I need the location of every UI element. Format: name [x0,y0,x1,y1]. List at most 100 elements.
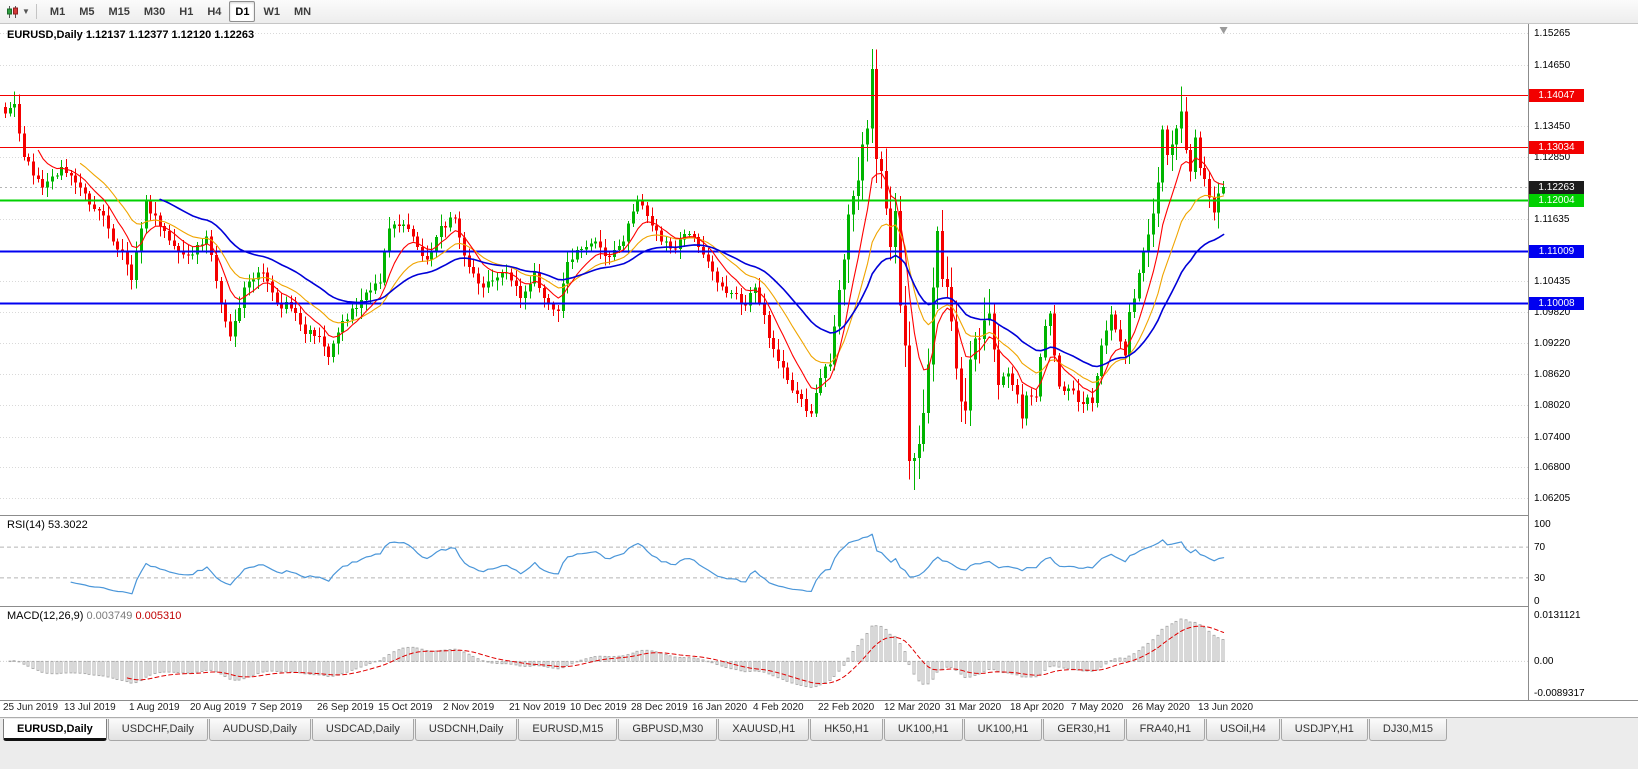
rsi-axis-label: 30 [1534,573,1546,584]
ma-mid-line [79,162,1225,383]
tab-usdcad-daily[interactable]: USDCAD,Daily [311,719,414,741]
panel-divider[interactable] [0,515,1638,516]
macd-signal-line [126,625,1225,685]
macd-name: MACD(12,26,9) [7,610,84,622]
rsi-label: RSI(14) 53.3022 [7,519,88,531]
tab-audusd-daily[interactable]: AUDUSD,Daily [208,719,311,741]
rsi-axis-label: 70 [1534,542,1546,553]
price-axis-label: 1.07400 [1534,432,1571,443]
date-label: 13 Jun 2020 [1198,702,1254,713]
date-label: 22 Feb 2020 [818,702,875,713]
main-chart[interactable] [0,24,1528,515]
price-level-badge[interactable]: 1.10008 [1529,297,1584,310]
timeframe-button-m1[interactable]: M1 [49,5,66,18]
tab-hk50-h1[interactable]: HK50,H1 [810,719,883,741]
date-label: 2 Nov 2019 [443,702,495,713]
price-axis-label: 1.09820 [1534,307,1571,318]
date-label: 12 Mar 2020 [884,702,941,713]
rsi-panel[interactable] [0,516,1528,606]
date-label: 26 May 2020 [1132,702,1190,713]
timeframe-button-h1[interactable]: H1 [179,5,194,18]
price-axis-label: 1.08020 [1534,400,1571,411]
tab-ger30-h1[interactable]: GER30,H1 [1043,719,1125,741]
tab-uk100-h1[interactable]: UK100,H1 [963,719,1043,741]
date-label: 26 Sep 2019 [317,702,374,713]
panel-divider[interactable] [0,606,1638,607]
macd-signal-value: 0.005310 [135,610,182,622]
price-axis-label: 1.12850 [1534,152,1571,163]
tab-eurusd-m15[interactable]: EURUSD,M15 [518,719,618,741]
price-axis-label: 1.08620 [1534,369,1571,380]
macd-axis-label: -0.0089317 [1534,688,1585,699]
tab-usdchf-daily[interactable]: USDCHF,Daily [107,719,208,741]
date-label: 13 Jul 2019 [64,702,116,713]
tab-usdjpy-h1[interactable]: USDJPY,H1 [1280,719,1368,741]
macd-axis-label: 0.00 [1534,656,1554,667]
timeframe-button-mn[interactable]: MN [293,5,312,18]
macd-main-value: 0.003749 [86,610,133,622]
date-label: 16 Jan 2020 [692,702,748,713]
price-axis-label: 1.06205 [1534,493,1571,504]
price-axis-label: 1.11635 [1534,214,1570,225]
rsi-name: RSI(14) [7,519,45,531]
chart-type-icon[interactable] [4,3,22,21]
macd-histogram [8,618,1225,688]
window-tabbar: EURUSD,Daily USDCHF,Daily AUDUSD,Daily USDC… [0,717,1638,769]
time-axis[interactable]: 25 Jun 2019 13 Jul 2019 1 Aug 2019 20 Aug 2… [0,701,1638,716]
macd-label: MACD(12,26,9) 0.003749 0.005310 [7,610,181,622]
date-label: 15 Oct 2019 [378,702,433,713]
chart-type-dropdown-caret-icon[interactable]: ▼ [22,7,30,16]
date-label: 7 May 2020 [1071,702,1124,713]
rsi-axis-label: 0 [1534,596,1540,607]
price-axis[interactable]: 1.15265 1.14650 1.13450 1.12850 1.11635 1.104… [1528,24,1638,700]
tab-fra40-h1[interactable]: FRA40,H1 [1125,719,1205,741]
candlestick-icon-glyph [7,5,18,18]
price-axis-label: 1.10435 [1534,276,1571,287]
date-label: 1 Aug 2019 [129,702,180,713]
toolbar: ▼ M1 M5 M15 M30 H1 H4 D1 W1 MN [0,0,1638,24]
timeframe-button-w1[interactable]: W1 [263,5,280,18]
rsi-value: 53.3022 [47,519,88,531]
date-label: 31 Mar 2020 [945,702,1002,713]
chart-title-line: EURUSD,Daily 1.12137 1.12377 1.12120 1.1… [7,29,254,41]
macd-axis-label: 0.0131121 [1534,610,1581,621]
tab-gbpusd-m30[interactable]: GBPUSD,M30 [618,719,718,741]
price-level-badge[interactable]: 1.12004 [1529,194,1584,207]
ma-fast-line [37,149,1225,394]
date-label: 20 Aug 2019 [190,702,247,713]
timeframe-button-m30[interactable]: M30 [143,5,166,18]
date-label: 18 Apr 2020 [1010,702,1064,713]
date-label: 10 Dec 2019 [570,702,627,713]
price-level-badge[interactable]: 1.13034 [1529,141,1584,154]
price-level-badge[interactable]: 1.11009 [1529,245,1584,258]
timeframe-button-d1[interactable]: D1 [229,1,256,22]
ma-slow-line [159,198,1225,368]
price-axis-label: 1.06800 [1534,462,1571,473]
chart-shift-marker-icon[interactable] [1219,27,1228,34]
timeframe-button-h4[interactable]: H4 [207,5,222,18]
rsi-axis-label: 100 [1534,519,1551,530]
current-price-badge: 1.12263 [1529,181,1584,194]
price-axis-label: 1.15265 [1534,28,1571,39]
price-level-badge[interactable]: 1.14047 [1529,89,1584,102]
tab-dj30-m15[interactable]: DJ30,M15 [1368,719,1448,741]
toolbar-separator [35,4,37,19]
macd-panel[interactable] [0,607,1528,700]
tab-xauusd-h1[interactable]: XAUUSD,H1 [718,719,810,741]
price-axis-label: 1.14650 [1534,60,1571,71]
tab-uk100-h1[interactable]: UK100,H1 [883,719,963,741]
date-label: 25 Jun 2019 [3,702,59,713]
candles [4,49,1225,490]
price-axis-label: 1.13450 [1534,121,1571,132]
date-label: 4 Feb 2020 [753,702,804,713]
tab-eurusd-daily[interactable]: EURUSD,Daily [3,719,107,741]
timeframe-button-m15[interactable]: M15 [108,5,130,18]
date-label: 28 Dec 2019 [631,702,688,713]
tab-usoil-h4[interactable]: USOil,H4 [1205,719,1280,741]
panel-divider [0,700,1638,701]
tab-usdcnh-daily[interactable]: USDCNH,Daily [414,719,518,741]
rsi-line [70,533,1225,595]
timeframe-button-m5[interactable]: M5 [79,5,95,18]
date-label: 7 Sep 2019 [251,702,303,713]
